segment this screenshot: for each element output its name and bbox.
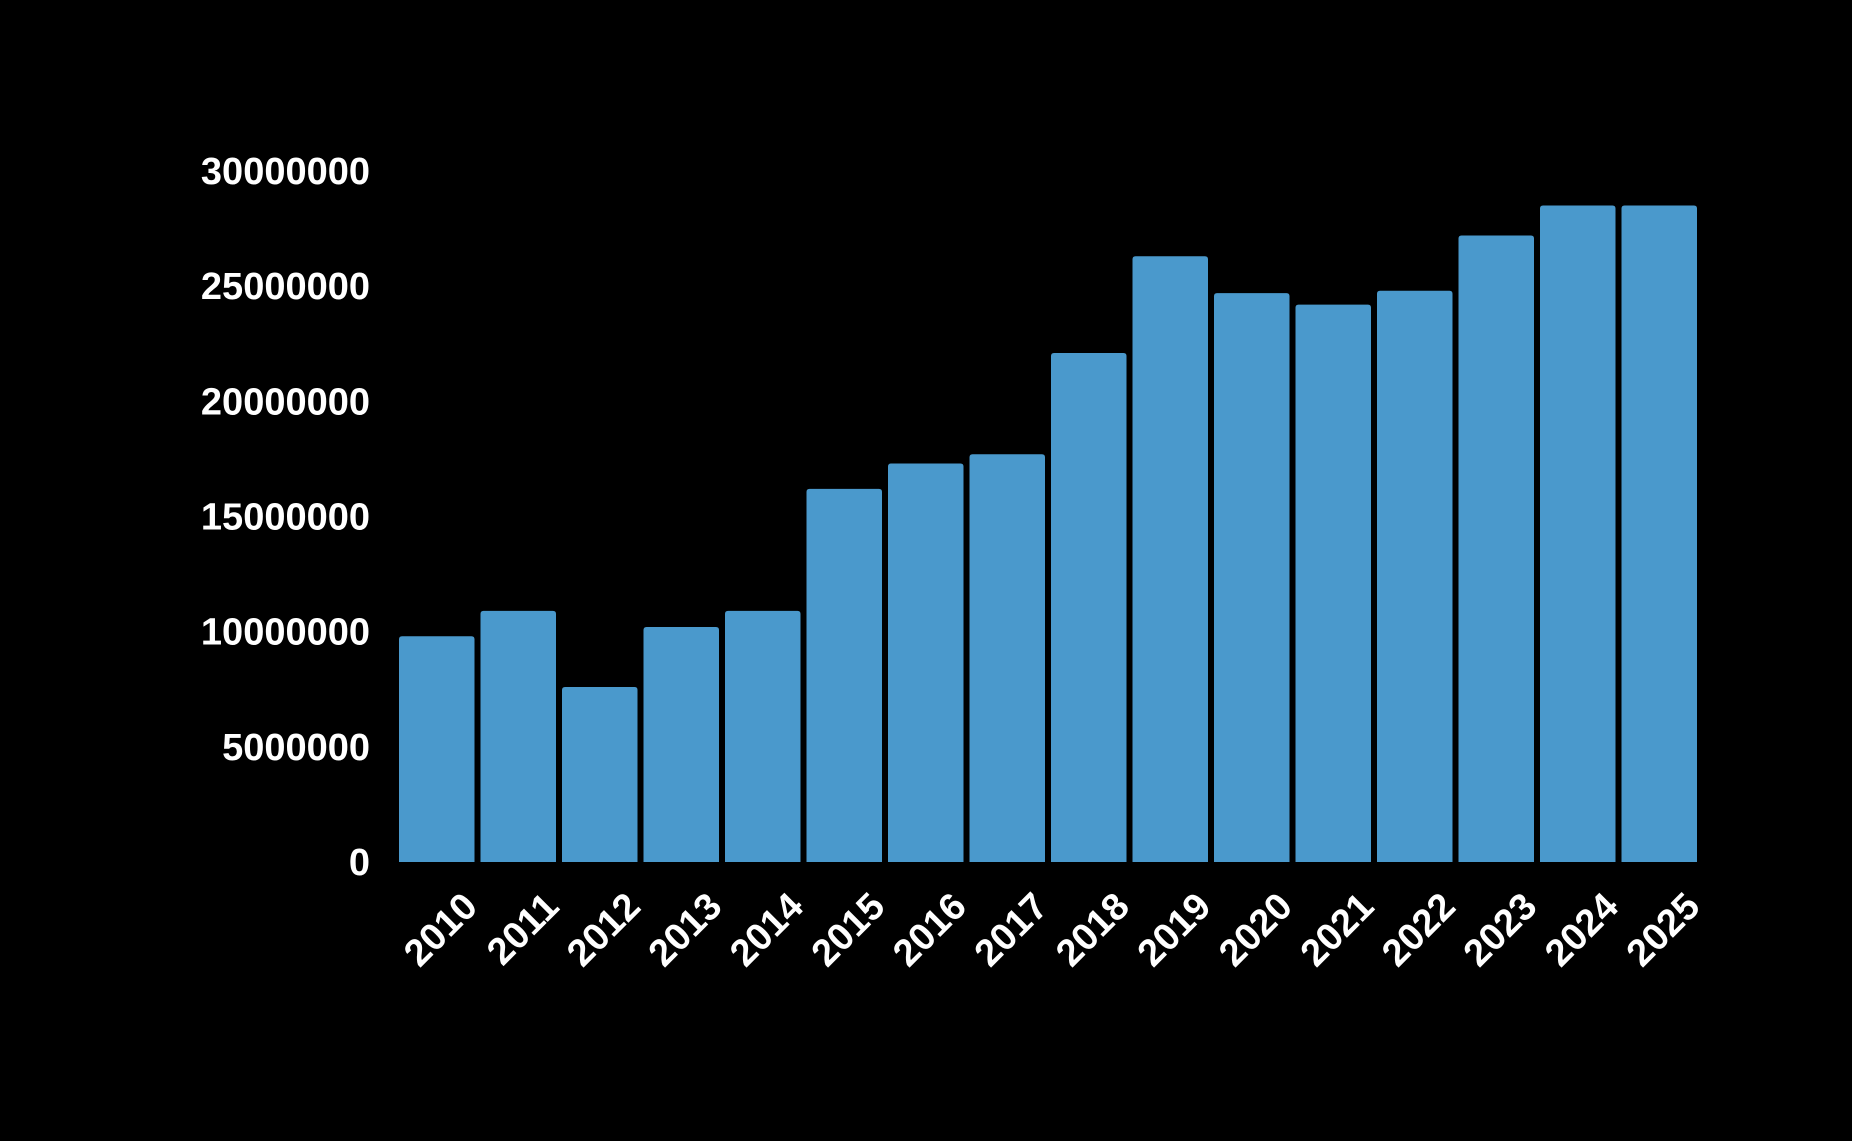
- bar-2016: [888, 463, 964, 862]
- y-tick-label: 0: [349, 842, 370, 884]
- bar-2024: [1540, 205, 1616, 863]
- bar-2013: [643, 627, 719, 862]
- bar-2015: [806, 488, 882, 862]
- bar-2020: [1214, 293, 1290, 862]
- bar-2017: [969, 454, 1045, 862]
- y-tick-label: 10000000: [201, 612, 370, 654]
- bar-2022: [1377, 290, 1453, 863]
- bar-2018: [1051, 352, 1127, 862]
- y-tick-label: 20000000: [201, 381, 370, 423]
- y-tick-label: 15000000: [201, 497, 370, 539]
- bar-2019: [1132, 256, 1208, 862]
- bar-2010: [399, 636, 475, 862]
- bar-2011: [480, 610, 556, 862]
- y-tick-label: 30000000: [201, 151, 370, 193]
- bar-2012: [562, 686, 638, 862]
- bar-2021: [1295, 304, 1371, 862]
- y-axis-tick-labels: 0 5000000 10000000 15000000 20000000 25000000…: [201, 151, 370, 884]
- bar-2023: [1458, 235, 1534, 862]
- bar-2025: [1621, 205, 1697, 863]
- bar-2014: [725, 610, 801, 862]
- y-tick-label: 5000000: [222, 727, 370, 769]
- y-tick-label: 25000000: [201, 266, 370, 308]
- bars-group: [399, 205, 1697, 863]
